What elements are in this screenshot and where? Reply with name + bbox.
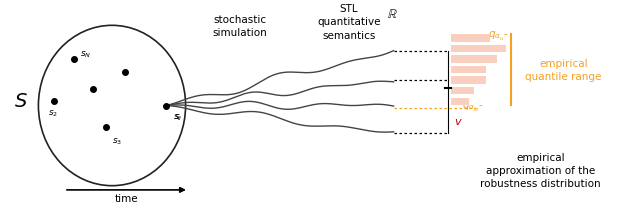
Bar [451,45,506,52]
Text: stochastic
simulation: stochastic simulation [212,15,268,38]
Bar [451,87,474,95]
Text: $s_N$: $s_N$ [80,50,92,60]
Text: empirical
quantile range: empirical quantile range [525,59,602,82]
Text: $s_i$: $s_i$ [174,113,182,123]
Bar [451,66,486,73]
Bar [451,97,469,105]
Text: $s_i$: $s_i$ [173,113,181,123]
Text: time: time [115,194,138,204]
Bar [451,34,490,42]
Text: $s_3$: $s_3$ [112,136,122,147]
Text: $q_{\alpha_{lo}}$-: $q_{\alpha_{lo}}$- [462,101,484,114]
Text: STL
quantitative
semantics: STL quantitative semantics [317,4,381,41]
Text: $v$: $v$ [454,117,463,127]
Text: $\mathbb{R}$: $\mathbb{R}$ [387,8,398,22]
Text: $q_{\alpha_u}$-: $q_{\alpha_u}$- [488,30,508,43]
Text: $S$: $S$ [13,92,28,111]
Text: empirical
approximation of the
robustness distribution: empirical approximation of the robustnes… [481,153,601,189]
Bar [451,55,497,63]
Text: $s_2$: $s_2$ [48,109,58,119]
Bar [451,76,486,84]
